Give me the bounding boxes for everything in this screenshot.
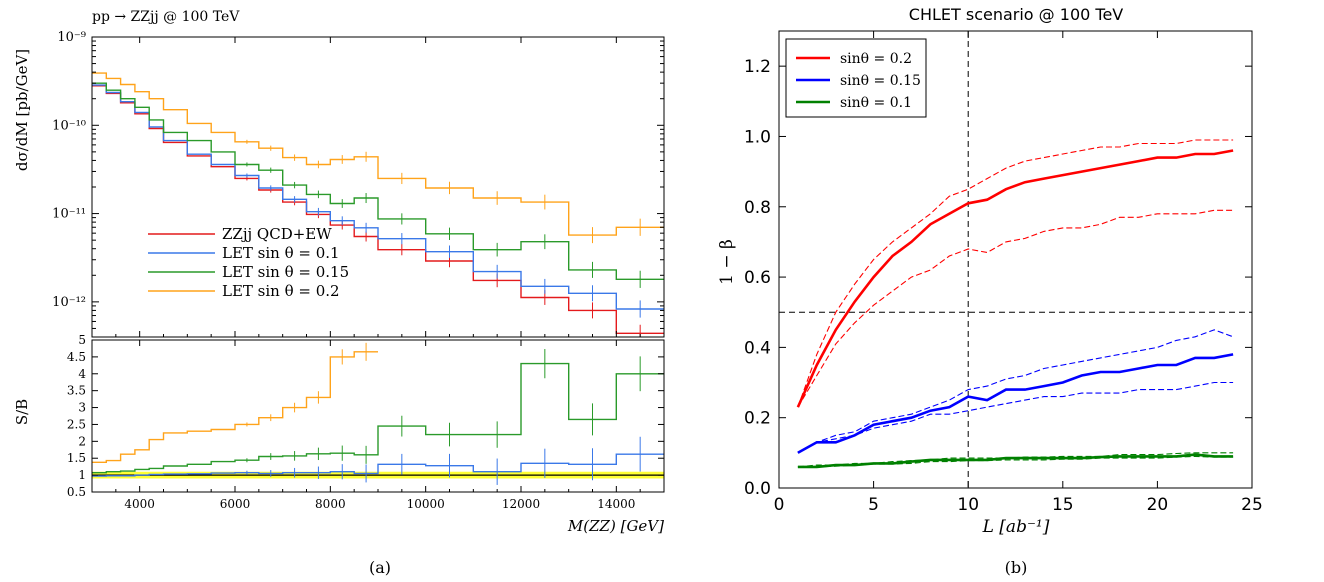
panel-b-series-group — [779, 31, 1252, 488]
x-tick-label: 4000 — [124, 497, 155, 511]
ratio-line-1 — [92, 362, 664, 474]
legend-label: LET sin θ = 0.1 — [222, 244, 340, 262]
series-line-2 — [797, 453, 1234, 469]
ratio-line-0 — [92, 453, 664, 477]
series-line-1 — [797, 353, 1234, 454]
panel-b-title: CHLET scenario @ 100 TeV — [909, 5, 1124, 24]
x-tick-label: 8000 — [315, 497, 346, 511]
legend-label: ZZjj QCD+EW — [222, 225, 332, 243]
series-lower-bound-1 — [797, 381, 1234, 454]
panel-b-ylabel: 1 − β — [717, 239, 737, 285]
ratio-y-tick-label: 5 — [78, 333, 86, 347]
panel-b-label: (b) — [1005, 558, 1028, 577]
y-tick-label: 10⁻¹⁰ — [52, 118, 86, 133]
y-tick-label: 10⁻¹¹ — [52, 207, 86, 222]
x-tick-label: 12000 — [502, 497, 540, 511]
legend-box — [785, 38, 927, 118]
y-tick-label: 0.6 — [744, 268, 771, 288]
x-tick-label: 15 — [1052, 495, 1074, 515]
y-tick-label: 0.2 — [744, 409, 771, 429]
panel-a-ratio-plot: 4000 6000 8000 10000 12000 14000 0.5 1 1.5 2 2.5 3 3… — [67, 37, 665, 511]
ratio-y-tick-label: 0.5 — [67, 485, 86, 499]
top-series-group — [92, 72, 664, 337]
panel-a-ratio-ylabel: S/B — [13, 399, 31, 425]
panel-b: CHLET scenario @ 100 TeV 0 5 10 15 20 25 0.0 0.… — [717, 5, 1263, 577]
series-lower-bound-0 — [797, 209, 1234, 408]
ratio-y-tick-label: 1.5 — [67, 451, 86, 465]
legend-label: LET sin θ = 0.15 — [222, 263, 349, 281]
panel-a-top-ylabel: dσ/dM [pb/GeV] — [13, 49, 31, 171]
ratio-line-2 — [92, 351, 378, 463]
y-tick-label: 10⁻¹² — [52, 295, 86, 310]
series-line-0 — [796, 149, 1234, 408]
ratio-y-tick-label: 4 — [78, 367, 86, 381]
top-frame — [91, 36, 665, 338]
y-tick-label: 1.0 — [744, 127, 771, 147]
x-tick-label: 6000 — [220, 497, 251, 511]
ratio-y-tick-label: 2 — [78, 434, 86, 448]
panel-a-title: pp → ZZjj @ 100 TeV — [92, 9, 240, 25]
legend-label: sinθ = 0.15 — [840, 73, 921, 89]
x-tick-label: 14000 — [597, 497, 635, 511]
legend-label: sinθ = 0.1 — [840, 95, 912, 111]
legend-label: sinθ = 0.2 — [840, 51, 912, 67]
y-tick-label: 0.4 — [744, 338, 771, 358]
panel-b-plot: 0 5 10 15 20 25 0.0 0.2 0.4 0.6 0.8 1.0 1.2 sinθ = 0.… — [744, 30, 1263, 515]
series-line-1 — [92, 84, 664, 310]
legend-label: LET sin θ = 0.2 — [222, 282, 340, 300]
ratio-series-group — [92, 342, 664, 485]
panel-a-label: (a) — [369, 558, 391, 577]
x-tick-label: 10 — [957, 495, 979, 515]
panel-b-xlabel: L [ab⁻¹] — [982, 517, 1050, 537]
ratio-y-tick-label: 4.5 — [67, 350, 86, 364]
x-tick-label: 20 — [1147, 495, 1169, 515]
y-tick-label: 1.2 — [744, 57, 771, 77]
panel-a-xlabel: M(ZZ) [GeV] — [567, 517, 664, 535]
panel-b-legend: sinθ = 0.2 sinθ = 0.15 sinθ = 0.1 — [785, 38, 927, 118]
y-tick-label: 10⁻⁹ — [57, 30, 86, 45]
x-tick-label: 10000 — [407, 497, 445, 511]
x-tick-label: 25 — [1241, 495, 1263, 515]
y-tick-label: 0.8 — [744, 198, 771, 218]
ratio-y-tick-label: 3.5 — [67, 384, 86, 398]
series-upper-bound-0 — [797, 139, 1234, 408]
ratio-y-tick-label: 1 — [78, 468, 86, 482]
x-tick-label: 0 — [774, 495, 785, 515]
x-tick-label: 5 — [868, 495, 879, 515]
ratio-y-tick-label: 2.5 — [67, 417, 86, 431]
ratio-y-tick-label: 3 — [78, 401, 86, 415]
y-tick-label: 0.0 — [744, 479, 771, 499]
panel-b-frame — [778, 30, 1253, 489]
panel-a: pp → ZZjj @ 100 TeV 10⁻¹² 10⁻¹¹ 10⁻¹⁰ 10⁻⁹ Z… — [13, 9, 665, 577]
series-upper-bound-1 — [797, 329, 1234, 454]
